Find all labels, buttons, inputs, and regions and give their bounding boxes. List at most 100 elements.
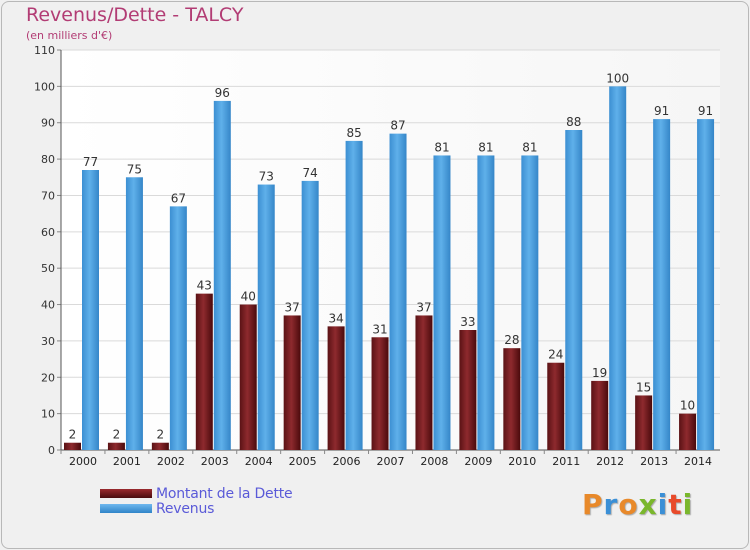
y-tick-label: 80 <box>41 153 55 166</box>
bar-revenue <box>697 119 715 450</box>
data-label-revenue: 96 <box>215 86 230 100</box>
legend-item-debt: Montant de la Dette <box>100 485 293 502</box>
x-tick-label: 2007 <box>377 455 405 468</box>
data-label-debt: 2 <box>69 428 77 442</box>
chart-title: Revenus/Dette - TALCY <box>26 4 244 26</box>
legend-swatch-revenue <box>100 504 152 513</box>
data-label-revenue: 73 <box>259 170 274 184</box>
bar-revenue <box>609 86 627 450</box>
data-label-revenue: 81 <box>522 140 537 154</box>
x-tick-label: 2002 <box>157 455 185 468</box>
data-label-revenue: 91 <box>698 104 713 118</box>
y-tick-label: 110 <box>34 44 55 57</box>
y-tick-label: 40 <box>41 299 55 312</box>
bar-debt <box>635 395 653 450</box>
bar-debt <box>64 442 81 450</box>
x-tick-label: 2009 <box>464 455 492 468</box>
bar-debt <box>107 442 125 450</box>
legend: Montant de la Dette Revenus <box>100 485 293 517</box>
x-tick-label: 2014 <box>684 455 712 468</box>
x-tick-label: 2005 <box>289 455 317 468</box>
bar-revenue <box>169 206 187 450</box>
data-label-debt: 37 <box>285 300 300 314</box>
data-label-revenue: 75 <box>127 162 142 176</box>
bar-revenue <box>433 155 451 451</box>
bar-debt <box>195 293 213 450</box>
logo-letter: P <box>582 488 604 521</box>
bar-debt <box>679 413 697 450</box>
bar-revenue <box>653 119 671 450</box>
data-label-debt: 33 <box>460 315 475 329</box>
data-label-debt: 2 <box>157 428 165 442</box>
x-tick-label: 2011 <box>552 455 580 468</box>
data-label-revenue: 91 <box>654 104 669 118</box>
y-tick-label: 50 <box>41 262 55 275</box>
legend-label-revenue: Revenus <box>156 500 215 517</box>
logo-letter: t <box>668 488 683 521</box>
data-label-debt: 15 <box>636 380 651 394</box>
data-label-debt: 40 <box>241 290 256 304</box>
data-label-debt: 28 <box>504 333 519 347</box>
bar-debt <box>415 315 433 450</box>
bar-revenue <box>125 177 143 451</box>
y-tick-label: 90 <box>41 117 55 130</box>
logo-letter: i <box>682 488 694 521</box>
x-tick-label: 2006 <box>333 455 361 468</box>
y-tick-label: 70 <box>41 189 55 202</box>
bar-debt <box>151 442 169 450</box>
data-label-debt: 34 <box>328 311 343 325</box>
bar-revenue <box>213 100 231 450</box>
bar-revenue <box>389 133 407 451</box>
data-label-debt: 19 <box>592 366 607 380</box>
bar-debt <box>239 304 257 450</box>
x-tick-label: 2013 <box>640 455 668 468</box>
chart-subtitle: (en milliers d'€) <box>26 29 113 42</box>
proxiti-logo: Proxiti <box>582 488 693 521</box>
y-tick-label: 30 <box>41 335 55 348</box>
x-tick-label: 2001 <box>113 455 141 468</box>
data-label-revenue: 87 <box>390 119 405 133</box>
data-label-revenue: 88 <box>566 115 581 129</box>
data-label-debt: 10 <box>680 399 695 413</box>
data-label-debt: 24 <box>548 348 563 362</box>
data-label-revenue: 85 <box>346 126 361 140</box>
y-tick-label: 10 <box>41 408 55 421</box>
bar-debt <box>327 326 345 450</box>
legend-item-revenue: Revenus <box>100 500 292 517</box>
data-label-revenue: 67 <box>171 191 186 205</box>
data-label-debt: 43 <box>197 279 212 293</box>
data-label-debt: 37 <box>416 300 431 314</box>
data-label-revenue: 100 <box>606 71 629 85</box>
legend-swatch-debt <box>100 489 152 498</box>
data-label-debt: 31 <box>372 322 387 336</box>
bar-debt <box>459 330 477 450</box>
bar-debt <box>371 337 389 450</box>
x-tick-label: 2003 <box>201 455 229 468</box>
data-label-revenue: 74 <box>303 166 318 180</box>
bar-revenue <box>301 180 319 450</box>
bar-revenue <box>477 155 495 451</box>
legend-label-debt: Montant de la Dette <box>156 485 293 502</box>
data-label-revenue: 77 <box>83 155 98 169</box>
bar-debt <box>591 380 609 450</box>
bar-revenue <box>345 140 363 450</box>
logo-letter: x <box>638 488 658 521</box>
x-tick-label: 2012 <box>596 455 624 468</box>
bar-debt <box>503 348 521 450</box>
y-tick-label: 20 <box>41 371 55 384</box>
x-tick-label: 2010 <box>508 455 536 468</box>
bar-revenue <box>257 184 275 450</box>
logo-letter: i <box>657 488 669 521</box>
x-tick-label: 2008 <box>420 455 448 468</box>
bar-revenue <box>82 170 99 450</box>
data-label-debt: 2 <box>113 428 121 442</box>
x-tick-label: 2004 <box>245 455 273 468</box>
bar-revenue <box>565 130 583 450</box>
y-tick-label: 60 <box>41 226 55 239</box>
logo-letter: o <box>618 488 639 521</box>
bar-debt <box>283 315 301 450</box>
data-label-revenue: 81 <box>434 140 449 154</box>
logo-letter: r <box>603 488 619 521</box>
bar-debt <box>547 362 565 450</box>
